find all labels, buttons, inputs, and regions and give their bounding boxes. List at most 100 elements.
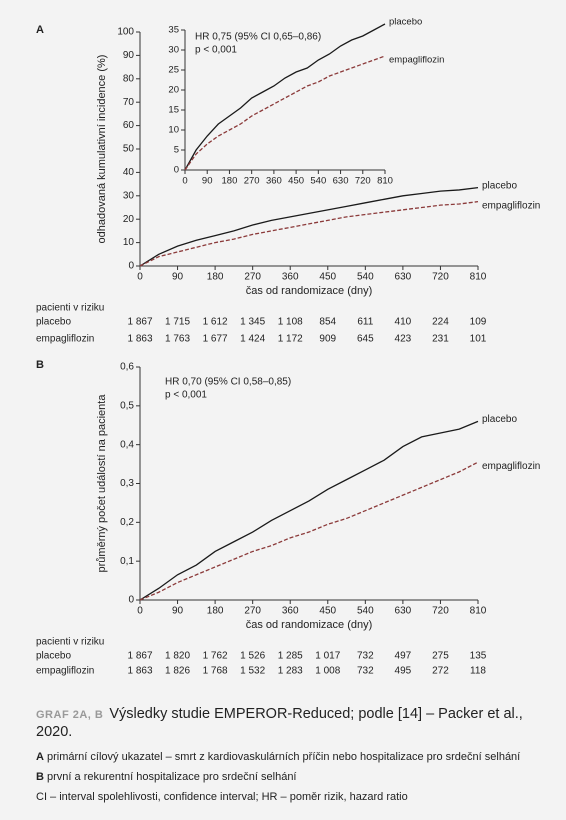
y-tick-label: 0 <box>128 261 134 272</box>
x-tick-label: 810 <box>470 606 487 617</box>
table-cell: 1 017 <box>315 651 340 662</box>
row-label: placebo <box>36 317 71 328</box>
table-cell: 1 826 <box>165 666 190 677</box>
caption-title-block: GRAF 2A, B Výsledky studie EMPEROR-Reduce… <box>36 706 556 741</box>
y-tick-label: 30 <box>168 45 179 56</box>
note: A primární cílový ukazatel – smrt z kard… <box>36 751 556 763</box>
series-line <box>139 461 479 601</box>
x-tick-label: 270 <box>244 272 261 283</box>
table-cell: 732 <box>357 666 374 677</box>
annotation: p < 0,001 <box>195 45 237 56</box>
panel-label: A <box>36 24 44 36</box>
table-cell: 135 <box>470 651 487 662</box>
annotation: HR 0,70 (95% CI 0,58–0,85) <box>165 377 291 388</box>
table-cell: 118 <box>470 666 486 677</box>
x-tick-label: 0 <box>137 272 143 283</box>
x-tick-label: 360 <box>282 606 299 617</box>
y-tick-label: 0,5 <box>120 400 134 411</box>
caption: GRAF 2A, B Výsledky studie EMPEROR-Reduce… <box>36 706 556 803</box>
table-cell: 1 526 <box>240 651 265 662</box>
y-tick-label: 25 <box>168 65 179 76</box>
table-cell: 1 867 <box>127 651 152 662</box>
y-tick-label: 0 <box>128 595 134 606</box>
y-tick-label: 90 <box>123 50 135 61</box>
x-tick-label: 720 <box>432 606 449 617</box>
table-cell: 1 768 <box>203 666 228 677</box>
x-tick-label: 90 <box>172 606 184 617</box>
table-cell: 1 345 <box>240 317 265 328</box>
table-cell: 1 283 <box>278 666 303 677</box>
x-tick-label: 630 <box>395 606 412 617</box>
x-tick-label: 450 <box>288 176 304 187</box>
y-tick-label: 0,4 <box>120 439 134 450</box>
table-cell: 497 <box>395 651 412 662</box>
y-tick-label: 70 <box>123 97 135 108</box>
x-tick-label: 720 <box>432 272 449 283</box>
table-cell: 1 863 <box>127 334 152 345</box>
table-cell: 1 820 <box>165 651 190 662</box>
table-header: pacienti v riziku <box>36 303 104 314</box>
caption-title: Výsledky studie EMPEROR-Reduced; podle [… <box>36 706 523 740</box>
table-cell: 1 285 <box>278 651 303 662</box>
series-label: placebo <box>389 17 422 28</box>
table-cell: 611 <box>357 317 373 328</box>
table-cell: 732 <box>357 651 374 662</box>
y-tick-label: 10 <box>123 237 135 248</box>
y-tick-label: 50 <box>123 144 135 155</box>
table-cell: 275 <box>432 651 449 662</box>
table-cell: 101 <box>470 334 487 345</box>
y-tick-label: 35 <box>168 25 179 36</box>
panel-label: B <box>36 359 44 371</box>
table-cell: 1 424 <box>240 334 265 345</box>
table-cell: 1 612 <box>203 317 228 328</box>
series-line <box>139 186 479 267</box>
series-label: empagliflozin <box>389 55 444 66</box>
x-tick-label: 810 <box>470 272 487 283</box>
y-tick-label: 40 <box>123 167 135 178</box>
note-text: primární cílový ukazatel – smrt z kardio… <box>47 751 521 763</box>
table-cell: 1 867 <box>127 317 152 328</box>
series-label: empagliflozin <box>482 461 540 472</box>
x-tick-label: 450 <box>319 272 336 283</box>
caption-label: GRAF 2A, B <box>36 709 104 721</box>
table-cell: 1 677 <box>203 334 228 345</box>
table-cell: 410 <box>395 317 412 328</box>
x-tick-label: 270 <box>244 176 260 187</box>
table-cell: 109 <box>470 317 487 328</box>
note: B první a rekurentní hospitalizace pro s… <box>36 771 556 783</box>
y-tick-label: 20 <box>123 214 135 225</box>
x-tick-label: 540 <box>310 176 326 187</box>
table-cell: 1 763 <box>165 334 190 345</box>
table-cell: 854 <box>319 317 336 328</box>
table-cell: 224 <box>432 317 449 328</box>
x-tick-label: 360 <box>282 272 299 283</box>
table-cell: 1 008 <box>315 666 340 677</box>
series-line <box>139 420 479 601</box>
x-tick-label: 720 <box>355 176 371 187</box>
table-cell: 1 762 <box>203 651 228 662</box>
x-axis-label: čas od randomizace (dny) <box>246 285 373 297</box>
note-key: B <box>36 771 44 783</box>
y-tick-label: 0,2 <box>120 517 134 528</box>
x-tick-label: 90 <box>172 272 184 283</box>
note: CI – interval spolehlivosti, confidence … <box>36 791 556 803</box>
series-label: placebo <box>482 414 517 425</box>
note-key: A <box>36 751 44 763</box>
row-label: empagliflozin <box>36 666 94 677</box>
y-tick-label: 0,3 <box>120 478 134 489</box>
x-tick-label: 90 <box>202 176 213 187</box>
x-tick-label: 540 <box>357 606 374 617</box>
y-tick-label: 80 <box>123 73 135 84</box>
table-cell: 272 <box>432 666 449 677</box>
table-cell: 1 532 <box>240 666 265 677</box>
x-tick-label: 540 <box>357 272 374 283</box>
x-tick-label: 180 <box>207 272 224 283</box>
series-line <box>184 55 386 171</box>
y-tick-label: 60 <box>123 120 135 131</box>
series-line <box>184 23 386 171</box>
x-tick-label: 180 <box>207 606 224 617</box>
x-tick-label: 810 <box>377 176 393 187</box>
note-text: CI – interval spolehlivosti, confidence … <box>36 791 408 803</box>
table-cell: 1 108 <box>278 317 303 328</box>
